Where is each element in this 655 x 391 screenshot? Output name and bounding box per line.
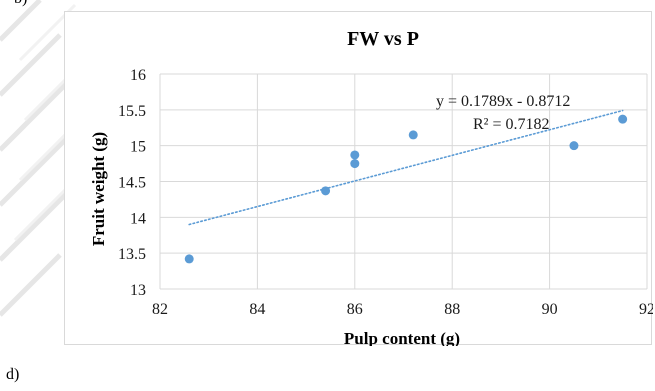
data-point (350, 159, 360, 169)
y-tick-label: 15 (130, 139, 146, 156)
x-tick-label: 88 (444, 301, 460, 318)
scatter-chart: FW vs P 13 13.5 14 14.5 15 15.5 16 82 84 86 88 90 9… (89, 28, 653, 346)
panel-label-top: b) (14, 0, 27, 8)
trendline-equation: y = 0.1789x - 0.8712 (436, 93, 570, 110)
data-point (569, 141, 579, 151)
data-point (321, 186, 331, 196)
panel-label-bottom: d) (6, 366, 20, 383)
y-tick-label: 16 (130, 67, 146, 84)
r-squared-label: R² = 0.7182 (473, 116, 550, 133)
trendline (188, 109, 624, 226)
x-tick-label: 86 (347, 301, 363, 318)
data-point (184, 254, 194, 264)
x-tick-label: 92 (639, 301, 653, 318)
chart-frame: FW vs P 13 13.5 14 14.5 15 15.5 16 82 84 86 88 90 9… (64, 11, 653, 346)
data-points (184, 114, 628, 264)
y-tick-label: 13 (130, 282, 146, 299)
y-tick-label: 15.5 (118, 103, 146, 120)
x-tick-label: 90 (542, 301, 558, 318)
x-axis-title: Pulp content (g) (344, 329, 460, 346)
y-axis-title: Fruit weight (g) (89, 132, 108, 246)
gridlines (159, 73, 648, 290)
y-tick-label: 14 (130, 210, 146, 227)
trendline-group (188, 109, 624, 226)
data-point (618, 114, 628, 124)
y-tick-labels: 13 13.5 14 14.5 15 15.5 16 (118, 67, 146, 299)
x-tick-label: 82 (152, 301, 168, 318)
y-tick-label: 14.5 (118, 175, 146, 192)
data-point (350, 150, 360, 160)
x-tick-labels: 82 84 86 88 90 92 (152, 301, 653, 318)
x-tick-label: 84 (249, 301, 265, 318)
data-point (408, 130, 418, 140)
y-tick-label: 13.5 (118, 246, 146, 263)
chart-title: FW vs P (347, 28, 419, 50)
